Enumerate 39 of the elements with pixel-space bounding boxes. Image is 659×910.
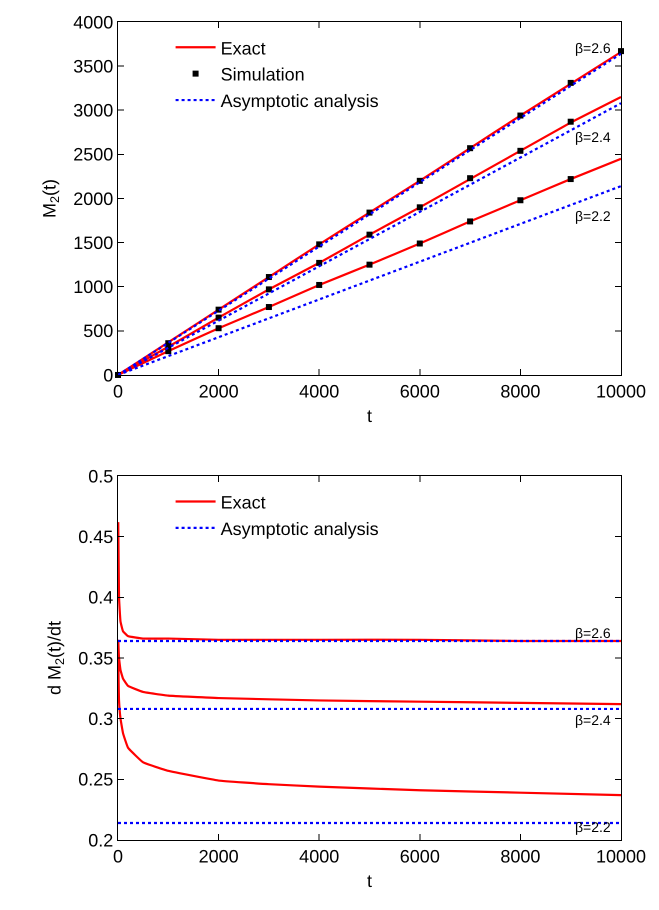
legend-label: Exact [220,38,266,58]
y-tick-label: 500 [83,321,114,342]
x-tick-label: 8000 [500,846,540,867]
y-tick-label: 0.4 [88,588,114,608]
annotation: β=2.4 [575,129,611,145]
x-tick-label: 4000 [299,382,340,402]
legend-label: Asymptotic analysis [220,91,379,112]
x-tick-label: 2000 [198,846,239,867]
y-tick-label: 1000 [73,277,114,298]
annotation: β=2.4 [575,712,611,728]
y-tick-label: 0.45 [78,526,114,547]
y-tick-label: 2500 [73,144,114,165]
x-tick-label: 2000 [198,382,239,402]
y-tick-label: 3500 [73,56,114,76]
x-tick-label: 10000 [596,382,646,402]
legend-label: Simulation [220,64,305,85]
annotation: β=2.6 [575,625,611,641]
y-tick-label: 4000 [73,12,114,32]
x-tick-label: 4000 [299,846,340,867]
x-tick-label: 8000 [500,382,540,402]
y-tick-label: 0.3 [88,708,114,729]
x-tick-label: 10000 [596,846,646,867]
x-axis-title: t [366,406,372,426]
y-tick-label: 1500 [73,232,114,253]
y-tick-label: 3000 [73,100,114,121]
y-tick-label: 0.35 [78,648,114,668]
annotation: β=2.6 [575,40,611,56]
y-tick-label: 0.5 [88,466,114,486]
y-tick-label: 0.2 [88,830,114,850]
annotation: β=2.2 [575,819,611,835]
y-tick-label: 0.25 [78,770,114,790]
legend-label: Asymptotic analysis [220,518,379,539]
x-tick-label: 6000 [400,846,440,867]
x-tick-label: 6000 [400,382,440,402]
y-tick-label: 2000 [73,188,114,209]
annotation: β=2.2 [575,208,611,224]
x-axis-title: t [366,870,372,891]
legend-label: Exact [220,492,266,512]
y-tick-label: 0 [103,365,114,386]
